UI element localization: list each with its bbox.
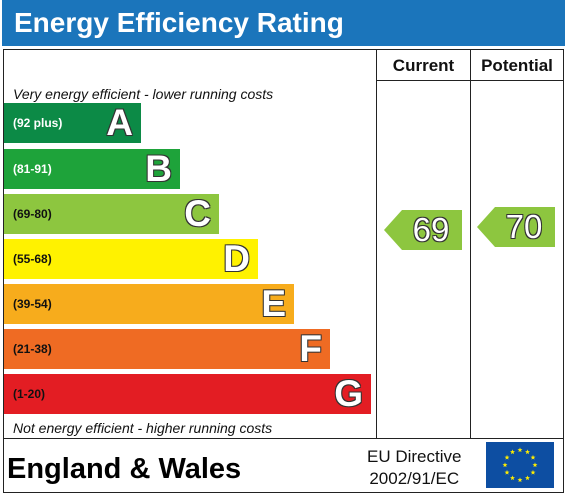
star-icon [517, 447, 523, 453]
caption-top: Very energy efficient - lower running co… [13, 86, 274, 102]
band-c: (69-80) C [4, 193, 219, 234]
footer [3, 437, 564, 493]
band-e: (39-54) E [4, 283, 294, 324]
page-title: Energy Efficiency Rating [14, 7, 344, 38]
potential-rating-arrow: 70 [477, 207, 555, 247]
eu-directive: EU Directive 2002/91/EC [367, 446, 461, 490]
band-b: (81-91) B [4, 148, 180, 189]
star-icon [502, 462, 508, 468]
star-icon [525, 475, 530, 481]
column-header-current: Current [392, 56, 455, 75]
star-icon [510, 475, 515, 481]
star-icon [504, 454, 510, 460]
star-icon [530, 469, 536, 475]
star-icon [532, 462, 538, 468]
star-icon [517, 477, 523, 483]
caption-bottom: Not energy efficient - higher running co… [13, 420, 273, 436]
star-icon [504, 469, 510, 475]
band-letter: G [334, 373, 363, 414]
band-letter: C [184, 193, 211, 234]
band-letter: B [145, 148, 172, 189]
band-f: (21-38) F [4, 328, 330, 369]
band-letter: F [299, 328, 322, 369]
eu-flag-icon [486, 442, 554, 488]
band-range: (55-68) [13, 252, 52, 266]
band-range: (69-80) [13, 207, 52, 221]
arrow-shape-icon [384, 210, 462, 250]
band-d: (55-68) D [4, 238, 258, 279]
potential-rating-value: 70 [505, 208, 543, 245]
star-icon [510, 449, 515, 455]
band-range: (21-38) [13, 342, 52, 356]
band-letter: A [106, 102, 133, 143]
band-a: (92 plus) A [4, 102, 141, 143]
directive-line-2: 2002/91/EC [369, 469, 460, 488]
current-rating-arrow: 69 [384, 210, 462, 250]
star-icon [530, 454, 536, 460]
header-divider [376, 80, 563, 81]
divider-potential [470, 49, 471, 439]
band-range: (39-54) [13, 297, 52, 311]
rating-table [3, 49, 564, 439]
band-range: (92 plus) [13, 116, 63, 130]
band-letter: E [261, 283, 286, 324]
divider-current [376, 49, 377, 439]
eu-stars-icon [502, 447, 538, 483]
country-label: England & Wales [7, 453, 242, 485]
current-rating-value: 69 [412, 211, 450, 248]
column-header-potential: Potential [481, 56, 553, 75]
star-icon [525, 449, 530, 455]
arrow-shape-icon [477, 207, 555, 247]
band-g: (1-20) G [4, 373, 371, 414]
band-range: (81-91) [13, 162, 52, 176]
title-bar: Energy Efficiency Rating [2, 0, 565, 46]
band-letter: D [223, 238, 250, 279]
band-range: (1-20) [13, 387, 46, 401]
directive-line-1: EU Directive [367, 447, 462, 466]
